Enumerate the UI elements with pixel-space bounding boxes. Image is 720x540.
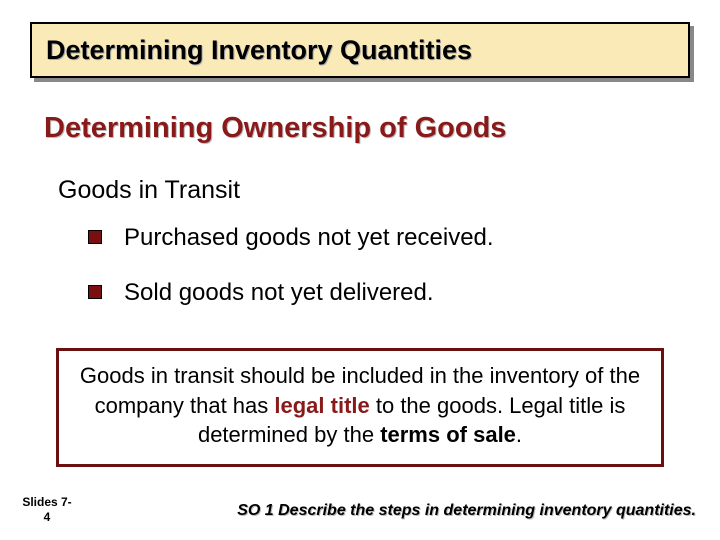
callout-box: Goods in transit should be included in t… [56, 348, 664, 467]
bullet-icon [88, 285, 102, 299]
learning-objective: SO 1 Describe the steps in determining i… [237, 502, 696, 520]
bullet-text: Purchased goods not yet received. [124, 222, 494, 253]
bullet-text: Sold goods not yet delivered. [124, 277, 434, 308]
list-item: Purchased goods not yet received. [88, 222, 648, 253]
slide-number-line2: 4 [44, 510, 51, 524]
list-item: Sold goods not yet delivered. [88, 277, 648, 308]
bullet-icon [88, 230, 102, 244]
callout-emphasis-terms-of-sale: terms of sale [380, 422, 516, 447]
slide-subtitle: Determining Ownership of Goods [44, 112, 506, 145]
callout-emphasis-legal-title: legal title [274, 393, 369, 418]
bullet-list: Purchased goods not yet received. Sold g… [88, 222, 648, 332]
section-heading: Goods in Transit [58, 176, 240, 205]
slide-number: Slides 7- 4 [12, 495, 82, 524]
title-box: Determining Inventory Quantities [30, 22, 690, 78]
callout-text-post: . [516, 422, 522, 447]
slide-number-line1: Slides 7- [22, 495, 71, 509]
slide-title: Determining Inventory Quantities [46, 35, 472, 66]
